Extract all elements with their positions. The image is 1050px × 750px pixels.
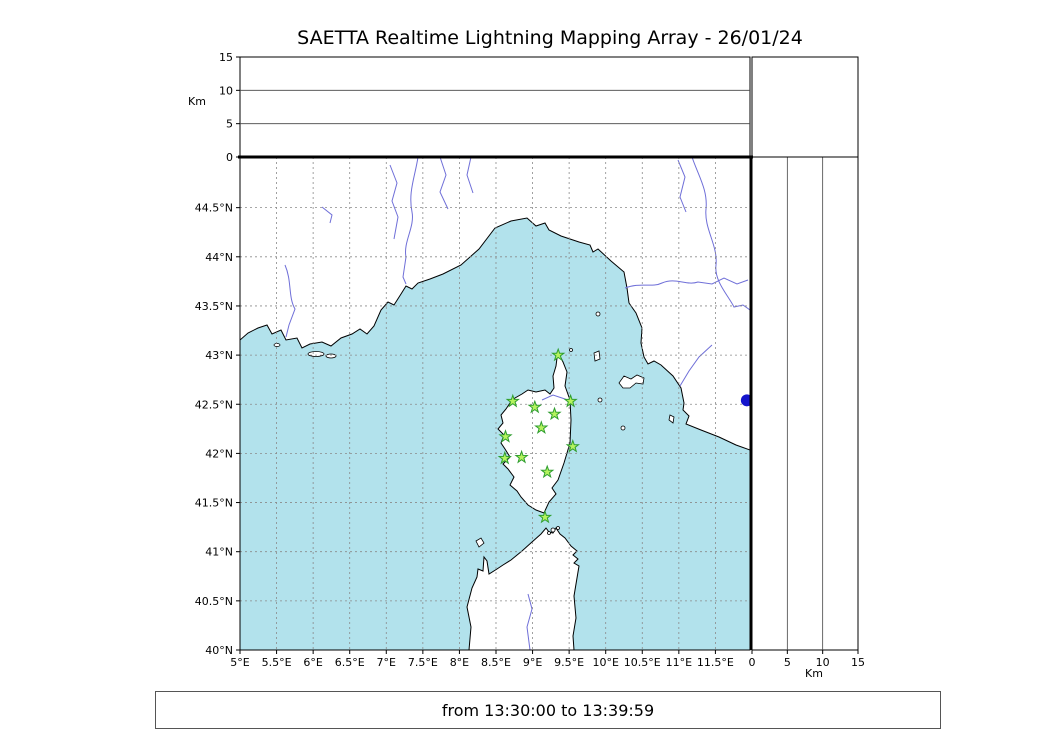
- island-montecristo: [620, 425, 626, 431]
- river-ombrone: [679, 344, 713, 387]
- station-star-marker: [565, 438, 580, 453]
- lat-tick-label: 40°N: [205, 644, 233, 657]
- lat-tick-label: 41°N: [205, 546, 233, 559]
- station-star-marker: [505, 393, 520, 408]
- station-star-marker: [497, 450, 512, 465]
- lon-tick-label: 5°E: [230, 656, 249, 669]
- page-title: SAETTA Realtime Lightning Mapping Array …: [297, 27, 803, 49]
- station-star-marker: [514, 449, 529, 464]
- km-tick-label-right: 15: [851, 656, 865, 669]
- station-star-marker: [537, 509, 553, 524]
- island-elba: [618, 374, 645, 389]
- lon-tick-label: 11°E: [666, 656, 692, 669]
- island-maddalena-1: [550, 527, 556, 533]
- km-tick-label-top: 0: [226, 151, 233, 164]
- km-tick-label-right: 10: [816, 656, 830, 669]
- island-pianosa: [597, 397, 603, 403]
- river-tiber: [691, 157, 750, 311]
- station-star-marker: [563, 393, 578, 408]
- river-var-tributary: [389, 164, 399, 240]
- altitude-panel-gridlines-right: [786, 157, 824, 650]
- river-scrivia: [439, 157, 449, 210]
- km-tick-label-top: 5: [226, 118, 233, 131]
- lon-tick-label: 7.5°E: [408, 656, 438, 669]
- mainland-coastline: [240, 157, 750, 451]
- lon-tick-label: 9°E: [523, 656, 542, 669]
- island-gorgona: [595, 311, 601, 317]
- island-maddalena-3: [547, 531, 551, 535]
- river-trebbia: [466, 157, 474, 194]
- island-marseille: [273, 343, 281, 347]
- lat-tick-label: 42°N: [205, 447, 233, 460]
- station-star-marker: [534, 420, 549, 434]
- altitude-longitude-panel: [239, 56, 751, 158]
- lat-tick-label: 41.5°N: [195, 497, 233, 510]
- corner-panel: [751, 56, 859, 158]
- island-giglio: [668, 414, 675, 424]
- island-giraglia: [569, 348, 573, 352]
- river-arno: [624, 277, 749, 289]
- lon-tick-label: 8.5°E: [481, 656, 511, 669]
- river-tiber-upper: [677, 159, 687, 213]
- river-provence-2: [321, 206, 333, 224]
- lat-tick-label: 43.5°N: [195, 300, 233, 313]
- lat-tick-label: 44°N: [205, 251, 233, 264]
- km-tick-label-right: 5: [784, 656, 791, 669]
- island-hyeres-1: [307, 351, 325, 357]
- island-hyeres-2: [325, 353, 337, 359]
- lon-tick-label: 10.5°E: [624, 656, 661, 669]
- river-var: [402, 157, 419, 285]
- km-axis-label-top: Km: [188, 95, 206, 108]
- river-sardinia: [526, 593, 533, 650]
- altitude-panel-gridlines: [240, 89, 750, 125]
- island-asinara: [475, 537, 485, 548]
- altitude-latitude-panel: [751, 156, 859, 651]
- axis-labels: 5°E 5.5°E 6°E 6.5°E 7°E 7.5°E 8°E 8.5°E 9°E 9.5°E…: [195, 51, 865, 669]
- station-star-marker: [540, 464, 555, 479]
- lat-tick-label: 40.5°N: [195, 595, 233, 608]
- km-tick-label-top: 10: [219, 84, 233, 97]
- island-capraia: [593, 350, 601, 362]
- lon-tick-label: 9.5°E: [554, 656, 584, 669]
- time-range-box: from 13:30:00 to 13:39:59: [155, 691, 941, 729]
- sardinia-coastline: [466, 527, 580, 650]
- lon-tick-label: 8°E: [450, 656, 469, 669]
- lat-tick-label: 44.5°N: [195, 202, 233, 215]
- lon-tick-label: 7°E: [377, 656, 396, 669]
- river-provence: [284, 264, 296, 338]
- station-star-marker: [551, 347, 566, 362]
- km-tick-label-right: 0: [749, 656, 756, 669]
- lon-tick-label: 5.5°E: [262, 656, 292, 669]
- time-range-text: from 13:30:00 to 13:39:59: [441, 700, 655, 720]
- lon-tick-label: 6°E: [303, 656, 322, 669]
- lat-tick-label: 43°N: [205, 349, 233, 362]
- lon-tick-label: 6.5°E: [335, 656, 365, 669]
- km-tick-label-top: 15: [219, 51, 233, 64]
- lon-tick-label: 10°E: [592, 656, 618, 669]
- station-star-marker: [547, 406, 562, 421]
- corsica-coastline: [497, 352, 572, 514]
- station-star-marker: [527, 399, 543, 414]
- lon-tick-label: 11.5°E: [697, 656, 734, 669]
- island-maddalena-2: [556, 526, 560, 530]
- km-axis-label-right: Km: [805, 667, 823, 680]
- lat-tick-label: 42.5°N: [195, 398, 233, 411]
- station-star-marker: [498, 429, 513, 443]
